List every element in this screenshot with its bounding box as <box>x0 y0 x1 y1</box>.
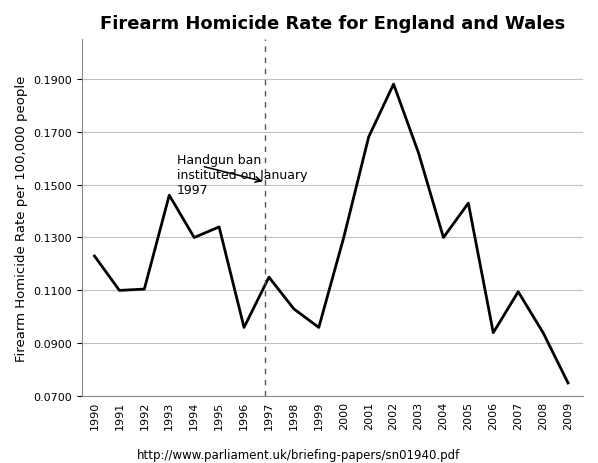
Title: Firearm Homicide Rate for England and Wales: Firearm Homicide Rate for England and Wa… <box>100 15 565 33</box>
Text: http://www.parliament.uk/briefing-papers/sn01940.pdf: http://www.parliament.uk/briefing-papers… <box>138 448 460 461</box>
Text: Handgun ban
instituted on January
1997: Handgun ban instituted on January 1997 <box>177 154 307 196</box>
Y-axis label: Firearm Homicide Rate per 100,000 people: Firearm Homicide Rate per 100,000 people <box>15 75 28 361</box>
